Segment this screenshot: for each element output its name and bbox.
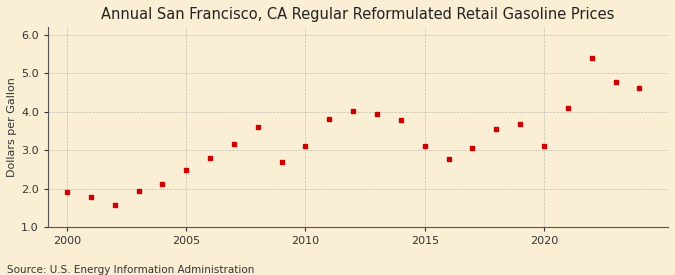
Text: Source: U.S. Energy Information Administration: Source: U.S. Energy Information Administ… (7, 265, 254, 275)
Title: Annual San Francisco, CA Regular Reformulated Retail Gasoline Prices: Annual San Francisco, CA Regular Reformu… (101, 7, 615, 22)
Y-axis label: Dollars per Gallon: Dollars per Gallon (7, 77, 17, 177)
